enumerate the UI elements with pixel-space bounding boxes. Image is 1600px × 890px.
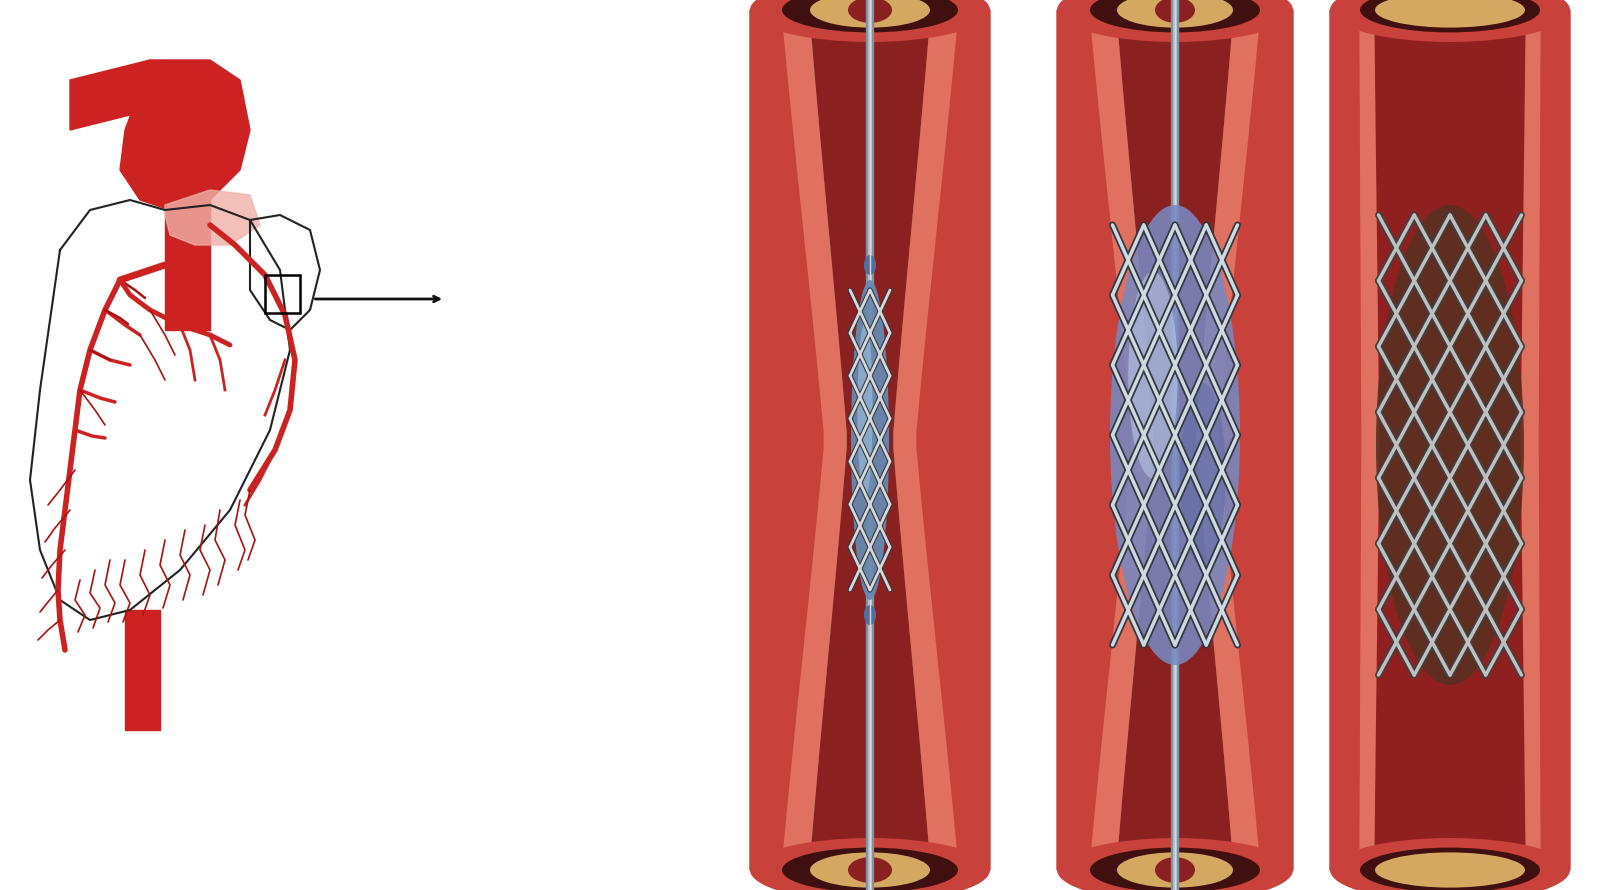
- Polygon shape: [165, 190, 261, 245]
- Polygon shape: [893, 10, 958, 870]
- Ellipse shape: [1360, 0, 1539, 32]
- Polygon shape: [1117, 10, 1234, 870]
- Polygon shape: [1360, 10, 1379, 870]
- Ellipse shape: [851, 280, 890, 600]
- Ellipse shape: [1330, 0, 1570, 42]
- Ellipse shape: [750, 838, 990, 890]
- Ellipse shape: [1058, 838, 1293, 890]
- Polygon shape: [1090, 10, 1155, 870]
- Polygon shape: [1538, 10, 1570, 870]
- Ellipse shape: [1376, 205, 1523, 685]
- Ellipse shape: [782, 847, 958, 890]
- Ellipse shape: [1117, 853, 1234, 887]
- Polygon shape: [1330, 10, 1362, 870]
- Polygon shape: [810, 10, 930, 870]
- Polygon shape: [782, 10, 848, 870]
- Polygon shape: [810, 10, 930, 870]
- Polygon shape: [125, 610, 160, 730]
- Ellipse shape: [1155, 0, 1195, 23]
- Ellipse shape: [810, 0, 930, 28]
- Ellipse shape: [750, 0, 990, 42]
- Ellipse shape: [810, 853, 930, 887]
- Ellipse shape: [848, 0, 893, 23]
- Polygon shape: [120, 60, 250, 210]
- Ellipse shape: [1090, 0, 1261, 32]
- Bar: [266, 275, 301, 313]
- Ellipse shape: [1181, 383, 1226, 567]
- Ellipse shape: [1058, 0, 1293, 42]
- Polygon shape: [1058, 10, 1133, 870]
- Ellipse shape: [782, 0, 958, 32]
- Polygon shape: [1195, 10, 1261, 870]
- Polygon shape: [30, 200, 290, 620]
- Ellipse shape: [858, 322, 872, 498]
- Polygon shape: [1218, 10, 1293, 870]
- Ellipse shape: [1360, 847, 1539, 890]
- Polygon shape: [165, 180, 210, 330]
- Ellipse shape: [864, 255, 877, 275]
- Ellipse shape: [1090, 847, 1261, 890]
- Ellipse shape: [848, 857, 893, 883]
- Ellipse shape: [1128, 271, 1178, 479]
- Ellipse shape: [864, 605, 877, 625]
- Polygon shape: [750, 10, 824, 870]
- Polygon shape: [70, 60, 150, 130]
- Polygon shape: [1374, 10, 1525, 870]
- Ellipse shape: [1155, 857, 1195, 883]
- Ellipse shape: [1374, 0, 1525, 28]
- Ellipse shape: [1110, 205, 1240, 665]
- Polygon shape: [1520, 10, 1539, 870]
- Ellipse shape: [1117, 0, 1234, 28]
- Polygon shape: [915, 10, 990, 870]
- Ellipse shape: [1374, 853, 1525, 887]
- Ellipse shape: [1330, 838, 1570, 890]
- Polygon shape: [250, 215, 320, 330]
- Polygon shape: [1117, 10, 1234, 870]
